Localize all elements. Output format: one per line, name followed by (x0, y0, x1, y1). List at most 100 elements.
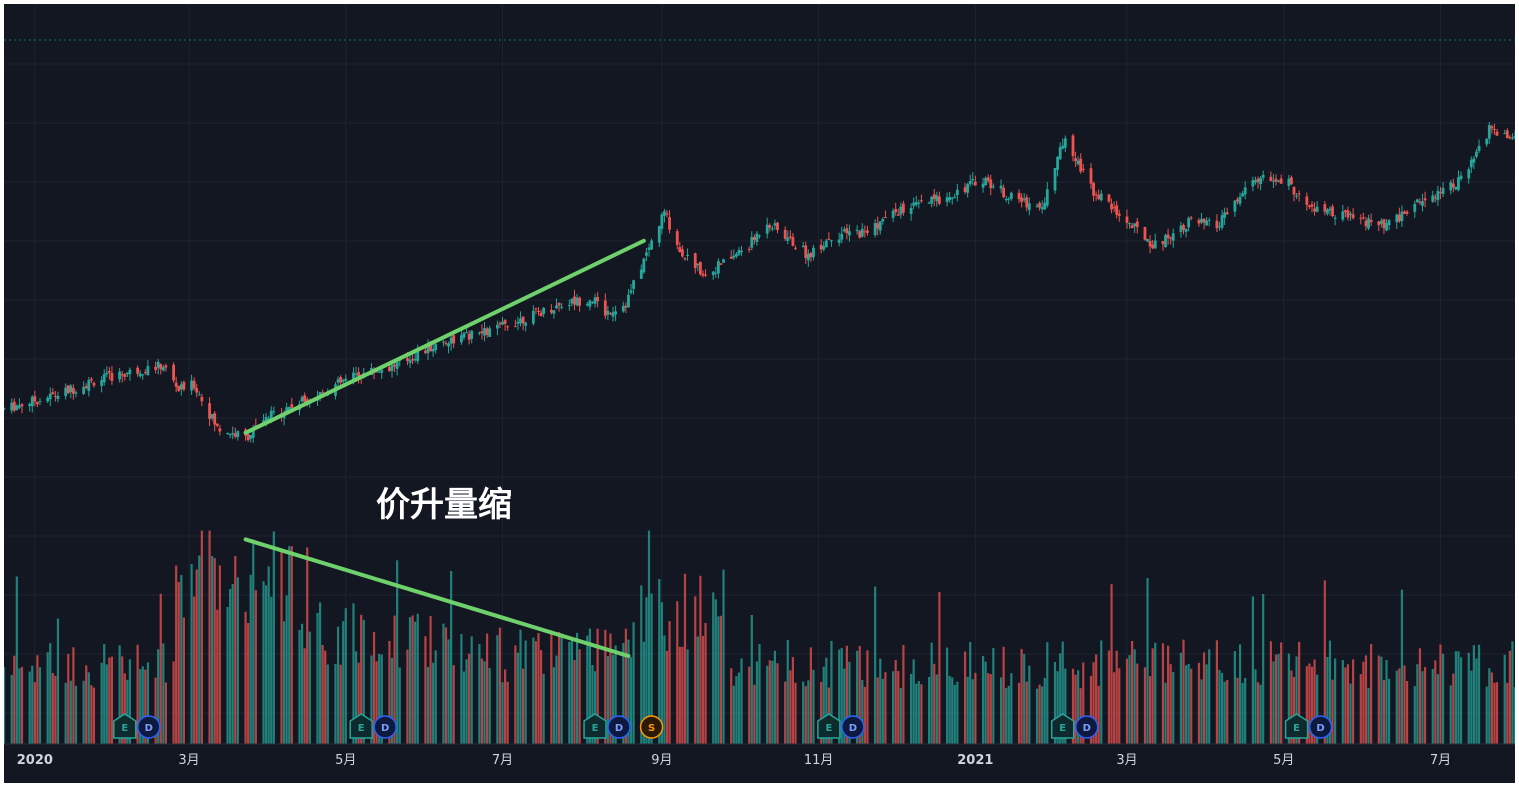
volume-bar (791, 657, 795, 744)
volume-bar (1113, 672, 1116, 744)
volume-bar (1511, 641, 1514, 744)
candle-body (758, 235, 761, 237)
volume-bar (1205, 664, 1208, 744)
candle-body (734, 253, 738, 257)
candle-body (1377, 221, 1381, 225)
event-marker-D[interactable]: D (607, 715, 631, 739)
candle-body (215, 423, 219, 426)
candle-body (624, 305, 628, 308)
candle-body (1421, 201, 1424, 206)
volume-bar (1077, 670, 1080, 744)
candle-body (537, 310, 540, 312)
event-marker-D[interactable]: D (373, 715, 397, 739)
candle-body (642, 258, 646, 273)
volume-bar (578, 649, 581, 744)
volume-bar (938, 592, 941, 744)
candle-body (488, 328, 492, 337)
volume-bar (575, 632, 579, 744)
candle-body (200, 396, 204, 402)
event-marker-E[interactable]: E (349, 713, 373, 739)
x-tick-label: 7月 (492, 753, 513, 768)
event-marker-D[interactable]: D (137, 715, 161, 739)
candle-body (411, 359, 414, 361)
volume-bar (470, 636, 473, 744)
volume-bar (175, 565, 178, 744)
x-tick-label: 2021 (957, 753, 993, 768)
candle-body (1128, 223, 1131, 225)
volume-bar (686, 649, 689, 744)
event-marker-E[interactable]: E (1050, 713, 1075, 739)
volume-bar (807, 680, 810, 744)
event-marker-E[interactable]: E (1284, 713, 1309, 739)
volume-bar (550, 630, 553, 744)
svg-text:S: S (648, 723, 655, 734)
volume-bar (498, 627, 502, 744)
candle-body (174, 382, 178, 387)
candle-body (4, 408, 6, 410)
volume-bar (912, 659, 915, 744)
volume-bar (1190, 668, 1193, 744)
candle-body (1379, 220, 1383, 224)
svg-text:E: E (1059, 723, 1066, 734)
volume-bar (146, 662, 150, 744)
volume-bar (1416, 664, 1419, 744)
candle-body (1328, 208, 1332, 211)
candle-body (650, 240, 653, 250)
trendlines[interactable] (243, 238, 646, 658)
candle-body (462, 333, 466, 338)
volume-bar (306, 547, 309, 744)
trendline-price[interactable] (243, 238, 646, 435)
volume-bar (593, 671, 597, 744)
volume-bar (1064, 668, 1067, 744)
candle-body (1071, 135, 1075, 157)
event-marker-E[interactable]: E (583, 713, 607, 739)
volume-bar (1367, 688, 1370, 744)
volume-bar (1089, 675, 1093, 744)
candle-body (1164, 235, 1167, 248)
volume-bar (642, 641, 645, 744)
event-marker-E[interactable]: E (113, 713, 137, 739)
candle-body (809, 252, 813, 258)
event-marker-D[interactable]: D (1308, 715, 1333, 739)
volume-bar (984, 661, 987, 744)
volume-bar (1236, 677, 1239, 744)
volume-bar (917, 680, 920, 744)
candle-body (1207, 219, 1211, 221)
candle-body (549, 309, 553, 313)
volume-bar (588, 628, 591, 744)
candle-body (896, 214, 900, 216)
volume-bar (326, 664, 329, 744)
candle-body (1218, 226, 1221, 228)
candle-body (182, 382, 186, 390)
candle-body (1305, 196, 1309, 205)
volume-bars (4, 530, 1515, 744)
candle-body (1061, 145, 1065, 149)
event-marker-D[interactable]: D (841, 715, 865, 739)
candle-body (899, 206, 903, 215)
event-marker-E[interactable]: E (817, 713, 841, 739)
volume-bar (460, 634, 463, 744)
event-marker-D[interactable]: D (1074, 715, 1099, 739)
volume-bar (881, 678, 884, 744)
volume-bar (717, 616, 720, 744)
volume-bar (989, 674, 992, 744)
candle-body (1197, 220, 1201, 224)
volume-bar (1395, 670, 1398, 744)
candle-body (38, 401, 42, 403)
volume-bar (1010, 673, 1013, 744)
trendline-volume[interactable] (243, 537, 631, 658)
candle-body (143, 372, 147, 374)
volume-bar (894, 659, 897, 744)
event-marker-S[interactable]: S (639, 715, 664, 739)
volume-bar (1305, 666, 1308, 744)
candle-body (1364, 220, 1368, 227)
volume-bar (290, 546, 293, 744)
candle-body (161, 367, 165, 371)
candle-body (1256, 178, 1260, 182)
volume-bar (1290, 670, 1293, 744)
volume-bar (1467, 652, 1470, 744)
volume-bar (681, 646, 684, 744)
candle-body (575, 297, 579, 306)
